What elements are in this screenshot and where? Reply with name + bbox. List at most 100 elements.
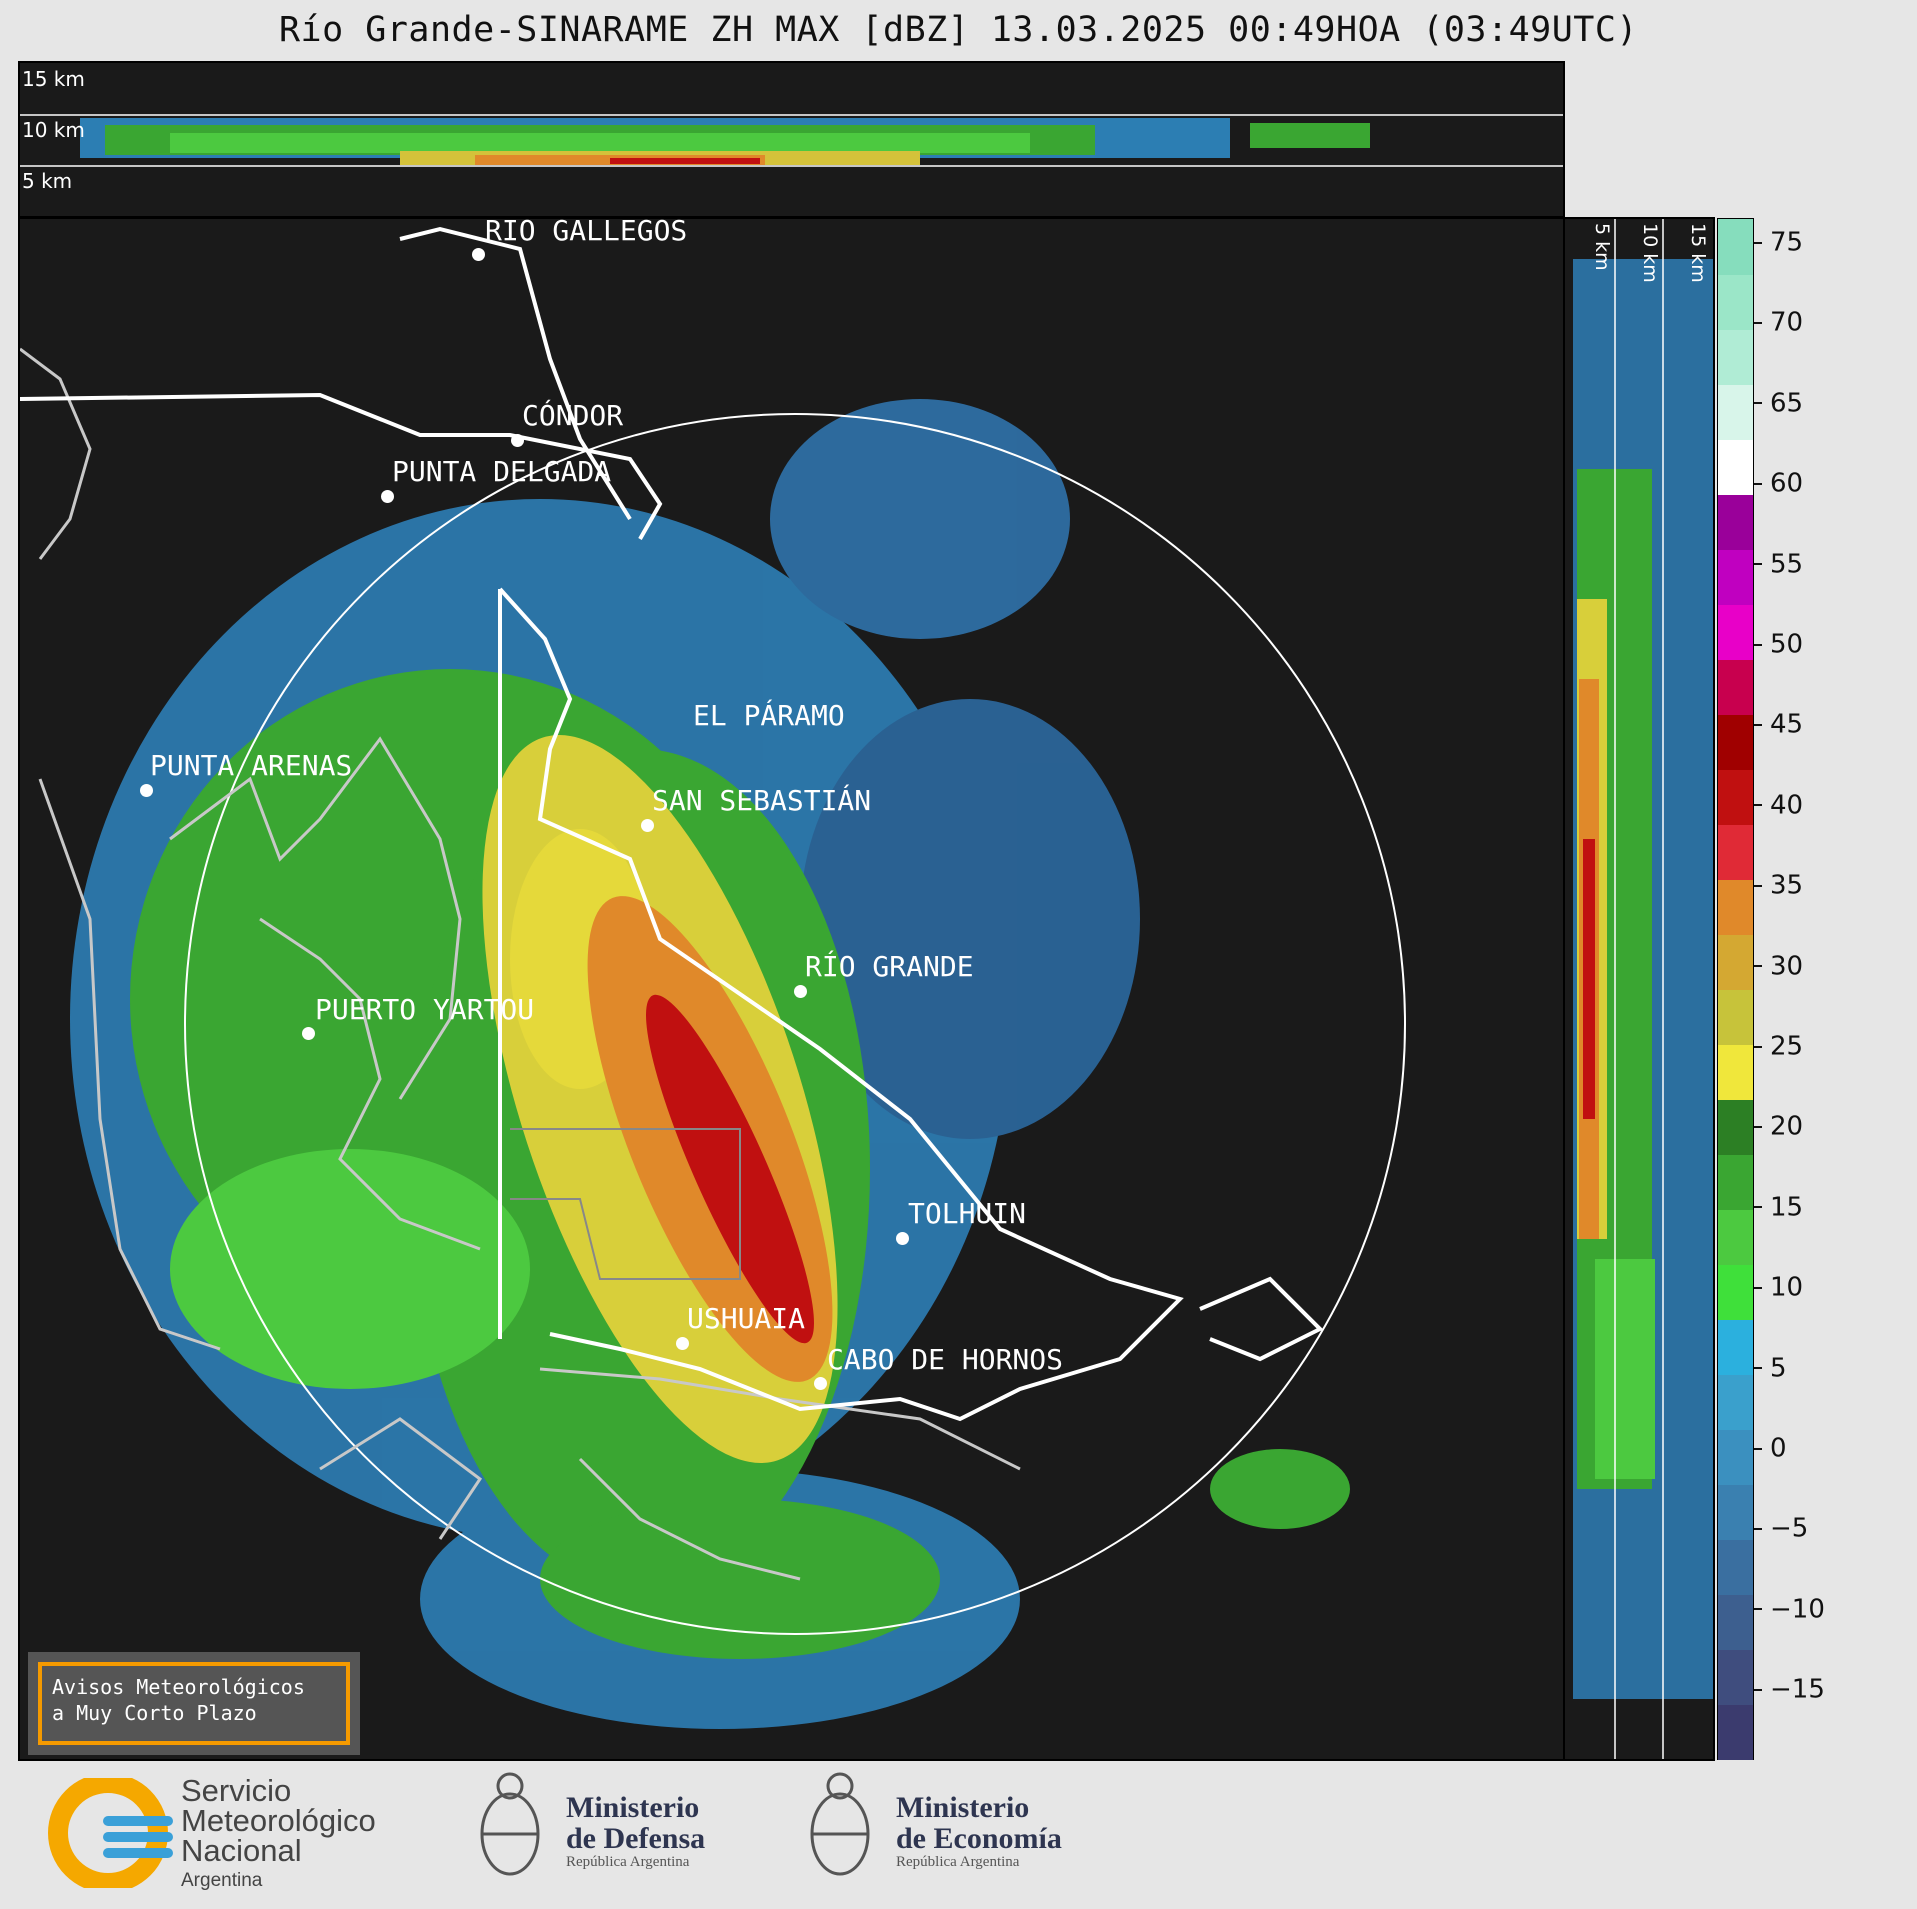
- economia-line-2: de Economía: [896, 1822, 1062, 1855]
- colorbar-segment: [1718, 934, 1753, 990]
- warning-line-2: a Muy Corto Plazo: [52, 1701, 257, 1725]
- smn-line-1: Servicio: [181, 1773, 292, 1808]
- colorbar-tick: 5: [1754, 1353, 1787, 1383]
- colorbar-tick: 20: [1754, 1111, 1803, 1142]
- smn-logo-text: Servicio Meteorológico Nacional Argentin…: [181, 1773, 376, 1896]
- city-dot: [814, 1377, 827, 1390]
- city-label-tolhuin: TOLHUIN: [908, 1197, 1027, 1230]
- colorbar-segment: [1718, 1704, 1753, 1760]
- colorbar-tick-label: 60: [1770, 468, 1804, 499]
- colorbar-segment: [1718, 824, 1753, 880]
- colorbar-tick-label: −10: [1770, 1594, 1825, 1625]
- colorbar-tick-label: 70: [1770, 307, 1804, 338]
- km-label-10: 10 km: [22, 118, 85, 142]
- city-dot: [140, 784, 153, 797]
- defensa-line-1: Ministerio: [566, 1791, 700, 1824]
- colorbar-tick-mark: [1754, 1206, 1762, 1209]
- colorbar-tick-mark: [1754, 1286, 1762, 1289]
- colorbar-segment: [1718, 494, 1753, 550]
- top-cross-section-echo: [20, 114, 1563, 167]
- colorbar-segment: [1718, 1539, 1753, 1595]
- colorbar-tick: −15: [1754, 1674, 1825, 1705]
- colorbar-tick: −5: [1754, 1513, 1808, 1544]
- colorbar-tick: 30: [1754, 951, 1804, 982]
- warning-box: Avisos Meteorológicos a Muy Corto Plazo: [28, 1652, 360, 1755]
- city-label-ushuaia: USHUAIA: [687, 1302, 806, 1335]
- colorbar-tick: 45: [1754, 709, 1803, 740]
- colorbar-tick-mark: [1754, 1447, 1762, 1450]
- colorbar-segment: [1718, 1374, 1753, 1430]
- colorbar-tick: 75: [1754, 227, 1803, 258]
- colorbar-tick-mark: [1754, 241, 1762, 244]
- chart-title: Río Grande-SINARAME ZH MAX [dBZ] 13.03.2…: [278, 10, 1639, 50]
- colorbar-tick-label: 20: [1770, 1111, 1804, 1142]
- warning-box-frame: Avisos Meteorológicos a Muy Corto Plazo: [38, 1662, 350, 1745]
- colorbar-segment: [1718, 219, 1753, 275]
- colorbar-tick: 65: [1754, 388, 1803, 418]
- smn-line-3: Nacional: [181, 1833, 302, 1868]
- km-label-15: 15 km: [22, 67, 85, 91]
- colorbar-tick-mark: [1754, 402, 1762, 405]
- side-km-label-10: 10 km: [1639, 223, 1661, 283]
- colorbar-tick-label: 0: [1770, 1433, 1787, 1464]
- city-dot: [472, 248, 485, 261]
- radar-map-svg: [20, 226, 1406, 1729]
- colorbar-tick: 55: [1754, 549, 1803, 579]
- colorbar-tick-mark: [1754, 884, 1762, 887]
- colorbar-tick-mark: [1754, 1527, 1762, 1530]
- top-cross-section-panel: 15 km 10 km 5 km: [18, 61, 1565, 218]
- province-lines: [510, 1128, 741, 1280]
- colorbar-segment: [1718, 384, 1753, 440]
- colorbar-tick-label: 75: [1770, 227, 1804, 258]
- defensa-coat-of-arms-icon: [480, 1772, 540, 1876]
- colorbar-tick-mark: [1754, 563, 1762, 566]
- colorbar-tick: 70: [1754, 307, 1803, 338]
- colorbar-tick-label: 15: [1770, 1192, 1804, 1223]
- colorbar-tick-mark: [1754, 723, 1762, 726]
- colorbar-segment: [1718, 549, 1753, 605]
- colorbar-segment: [1718, 1484, 1753, 1540]
- colorbar-tick: 35: [1754, 870, 1803, 901]
- city-label-puerto-yartou: PUERTO YARTOU: [315, 993, 535, 1026]
- city-dot: [794, 985, 807, 998]
- colorbar-tick-mark: [1754, 482, 1762, 485]
- colorbar-tick-mark: [1754, 1608, 1762, 1611]
- colorbar-tick: 15: [1754, 1192, 1804, 1223]
- side-km-label-5: 5 km: [1591, 223, 1613, 271]
- echo-orange-red-area: [587, 896, 833, 1382]
- colorbar-segment: [1718, 1209, 1753, 1265]
- colorbar-tick-label: −15: [1770, 1674, 1825, 1705]
- colorbar-segment: [1718, 989, 1753, 1045]
- colorbar-tick-label: 25: [1770, 1031, 1804, 1062]
- colorbar-tick-label: 30: [1770, 951, 1804, 982]
- smn-line-2: Meteorológico: [181, 1803, 376, 1838]
- economia-coat-of-arms-icon: [810, 1772, 870, 1876]
- colorbar-tick: 50: [1754, 629, 1803, 660]
- defensa-line-2: de Defensa: [566, 1822, 706, 1855]
- colorbar-tick-mark: [1754, 1688, 1762, 1691]
- colorbar: [1717, 218, 1754, 1760]
- city-label-punta-arenas: PUNTA ARENAS: [150, 749, 353, 782]
- side-cross-section-echo: [1573, 219, 1713, 1759]
- city-dot: [896, 1232, 909, 1245]
- colorbar-segment: [1718, 439, 1753, 495]
- colorbar-segment: [1718, 1044, 1753, 1100]
- city-dot: [302, 1027, 315, 1040]
- colorbar-tick: −10: [1754, 1594, 1825, 1625]
- city-label-rio-gallegos: RÍO GALLEGOS: [485, 217, 688, 247]
- side-cross-section-panel: 5 km 10 km 15 km: [1563, 217, 1715, 1761]
- colorbar-tick-mark: [1754, 965, 1762, 968]
- city-dot: [676, 1337, 689, 1350]
- city-dot: [641, 819, 654, 832]
- colorbar-segment: [1718, 1154, 1753, 1210]
- colorbar-segment: [1718, 1099, 1753, 1155]
- colorbar-tick-label: 10: [1770, 1272, 1804, 1303]
- range-ring: [184, 413, 1406, 1635]
- colorbar-tick-mark: [1754, 643, 1762, 646]
- colorbar-tick-label: −5: [1770, 1513, 1809, 1544]
- colorbar-tick-label: 50: [1770, 629, 1804, 660]
- colorbar-tick-mark: [1754, 1367, 1762, 1370]
- colorbar-segment: [1718, 1264, 1753, 1320]
- defensa-logo-text: Ministerio de Defensa República Argentin…: [566, 1792, 705, 1871]
- colorbar-tick-mark: [1754, 1045, 1762, 1048]
